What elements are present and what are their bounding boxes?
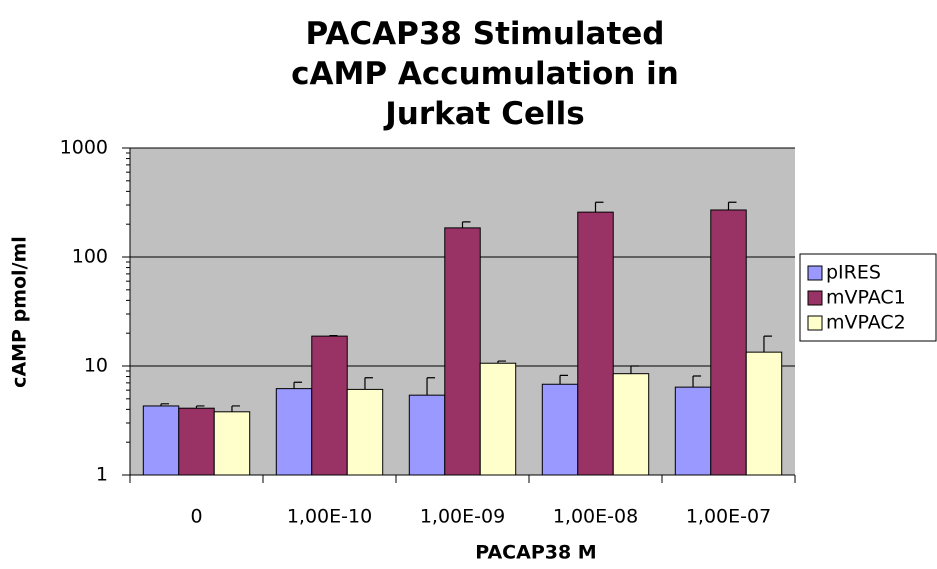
bar bbox=[275, 388, 313, 476]
bar bbox=[674, 386, 712, 476]
legend-swatch bbox=[807, 265, 823, 281]
bar bbox=[710, 209, 747, 476]
bar bbox=[444, 227, 481, 476]
bar bbox=[142, 405, 180, 476]
error-bar bbox=[293, 381, 303, 389]
chart-title: PACAP38 Stimulated cAMP Accumulation in … bbox=[291, 16, 679, 132]
legend-label: mVPAC1 bbox=[826, 287, 906, 309]
bar bbox=[479, 362, 517, 476]
x-tick-label: 0 bbox=[190, 506, 202, 528]
y-tick-label: 1 bbox=[96, 464, 108, 486]
x-axis-label: PACAP38 M bbox=[475, 542, 596, 564]
y-tick-label: 10 bbox=[84, 355, 108, 377]
error-bar bbox=[231, 405, 240, 412]
error-bar bbox=[594, 201, 604, 213]
error-bar bbox=[160, 403, 170, 406]
bar bbox=[745, 351, 783, 476]
bar bbox=[311, 335, 348, 476]
bar bbox=[213, 411, 251, 476]
error-bar bbox=[364, 377, 373, 390]
x-tick-label: 1,00E-10 bbox=[287, 506, 372, 528]
error-bar bbox=[630, 365, 639, 374]
x-tick-label: 1,00E-07 bbox=[686, 506, 771, 528]
legend-label: mVPAC2 bbox=[826, 312, 906, 334]
error-bar bbox=[497, 360, 506, 364]
bar bbox=[408, 394, 446, 476]
y-tick-label: 100 bbox=[72, 246, 108, 268]
bar bbox=[612, 373, 650, 476]
error-bar bbox=[559, 374, 569, 385]
bar bbox=[346, 388, 384, 476]
error-bar bbox=[426, 377, 436, 396]
bar bbox=[541, 383, 579, 476]
error-bar bbox=[328, 335, 338, 337]
error-bar bbox=[692, 375, 702, 388]
x-tick-label: 1,00E-08 bbox=[553, 506, 638, 528]
error-bar bbox=[763, 335, 772, 353]
legend-swatch bbox=[807, 290, 823, 306]
legend-box bbox=[799, 253, 937, 342]
y-axis-label: cAMP pmol/ml bbox=[9, 236, 31, 388]
bar bbox=[178, 407, 215, 476]
x-tick-label: 1,00E-09 bbox=[420, 506, 505, 528]
legend-label: pIRES bbox=[826, 262, 881, 284]
error-bar bbox=[195, 405, 205, 409]
y-tick-label: 1000 bbox=[60, 137, 108, 159]
error-bar bbox=[727, 201, 737, 210]
error-bar bbox=[461, 221, 471, 228]
bar bbox=[577, 211, 614, 476]
legend-swatch bbox=[807, 315, 823, 331]
